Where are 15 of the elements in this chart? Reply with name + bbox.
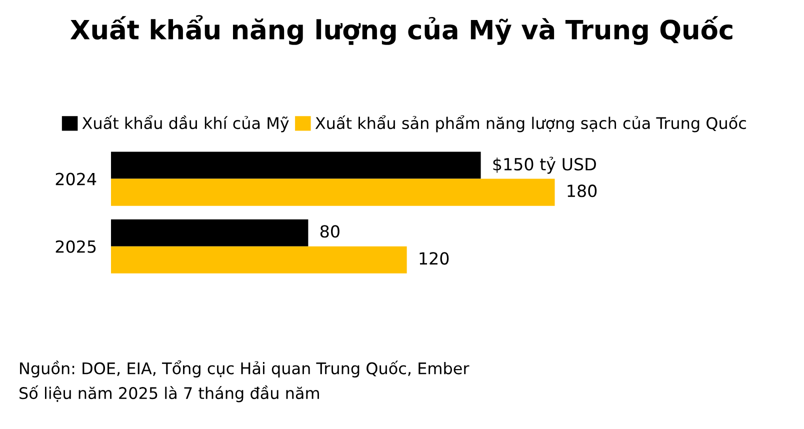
text: Số liệu năm 2025 là 7 tháng đầu năm — [20, 385, 319, 402]
bar — [110, 178, 555, 206]
data-label: 80 — [320, 225, 340, 238]
chart-title: Xuất khẩu năng lượng của Mỹ và Trung Quốc — [70, 15, 732, 45]
y-tick-label: 2025 — [56, 240, 96, 253]
text: Nguồn: DOE, EIA, Tổng cục Hải quan Trung Quốc, Ember — [20, 360, 470, 378]
bar — [110, 246, 407, 274]
data-label: $150 tỷ USD — [493, 156, 596, 174]
legend-label: Xuất khẩu sản phẩm năng lượng sạch của Trung Quốc — [315, 115, 746, 132]
legend-label: Xuất khẩu dầu khí của Mỹ — [82, 115, 289, 132]
bar — [110, 219, 308, 246]
y-tick-label: 2024 — [56, 172, 96, 186]
data-label: 180 — [568, 184, 597, 198]
bar — [110, 152, 481, 179]
data-label: 120 — [420, 252, 449, 265]
